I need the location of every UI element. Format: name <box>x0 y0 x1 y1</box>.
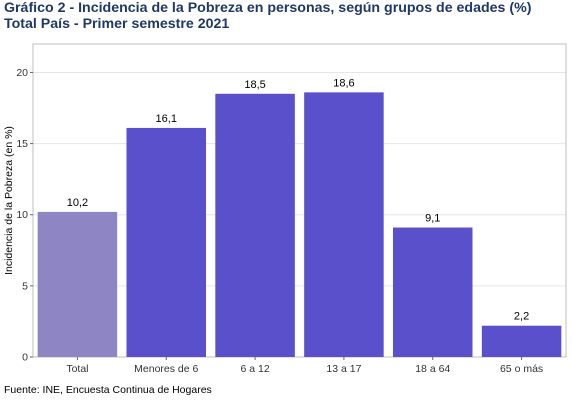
y-tick-label: 20 <box>16 67 28 79</box>
data-label: 2,2 <box>514 311 529 323</box>
x-axis: Total Menores de 6 6 a 12 13 a 17 18 a 64 65 … <box>66 357 543 375</box>
y-tick-label: 5 <box>22 280 28 292</box>
data-label: 18,6 <box>333 77 354 89</box>
data-label: 16,1 <box>156 113 177 125</box>
chart-title: Gráfico 2 - Incidencia de la Pobreza en … <box>4 0 532 16</box>
bars <box>37 92 562 357</box>
bar <box>392 227 473 357</box>
bar <box>126 127 207 357</box>
source-note: Fuente: INE, Encuesta Continua de Hogare… <box>4 384 212 396</box>
data-label: 10,2 <box>67 197 88 209</box>
bar <box>481 325 562 357</box>
x-tick-label: 6 a 12 <box>240 363 269 375</box>
x-tick-label: 65 o más <box>500 363 543 375</box>
bar <box>215 93 295 357</box>
x-tick-label: Total <box>66 363 88 375</box>
x-tick-label: Menores de 6 <box>134 363 198 375</box>
chart-subtitle: Total País - Primer semestre 2021 <box>4 16 230 32</box>
x-tick-label: 13 a 17 <box>326 363 361 375</box>
y-axis-label: Incidencia de la Pobreza (en %) <box>3 126 15 275</box>
data-label: 9,1 <box>425 213 440 225</box>
y-tick-label: 0 <box>22 352 28 364</box>
plot-panel <box>32 43 567 358</box>
y-tick-label: 15 <box>16 138 28 150</box>
data-label: 18,5 <box>244 79 265 91</box>
bar <box>37 211 118 357</box>
y-axis: 0 5 10 15 20 <box>16 67 33 364</box>
data-labels: 10,2 16,1 18,5 18,6 9,1 2,2 <box>67 77 530 322</box>
bar <box>304 92 384 357</box>
x-tick-label: 18 a 64 <box>415 363 450 375</box>
y-tick-label: 10 <box>16 209 28 221</box>
